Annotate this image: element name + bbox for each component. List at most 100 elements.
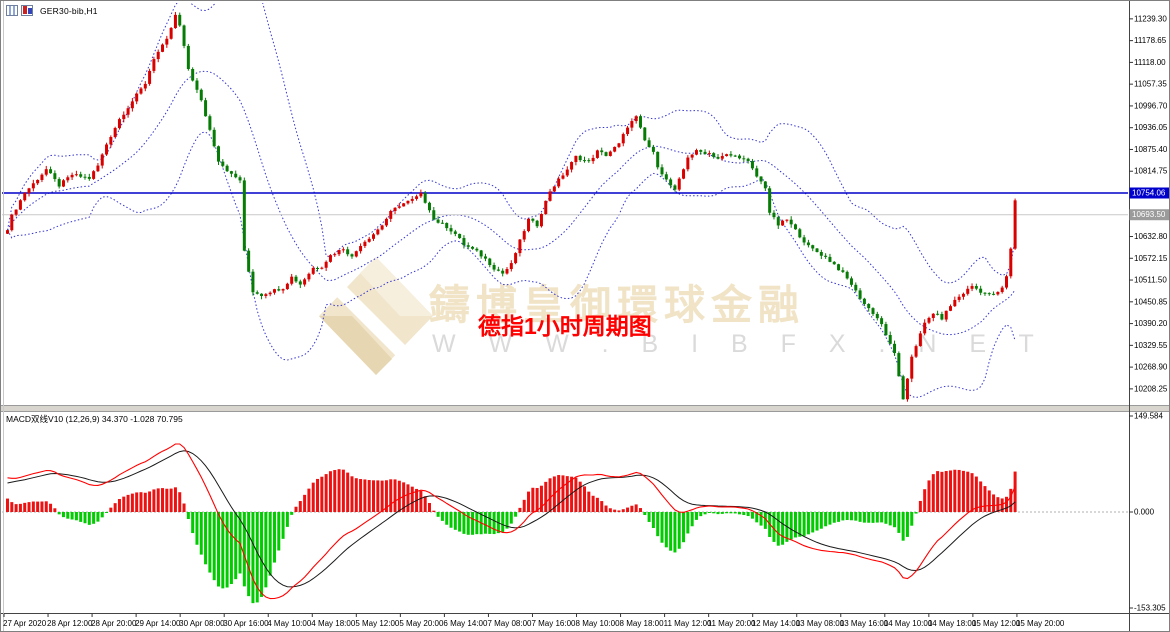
candle <box>539 214 543 227</box>
candle <box>880 318 884 325</box>
candle <box>651 146 655 152</box>
candle <box>501 270 505 274</box>
candle <box>970 286 974 289</box>
candle <box>634 116 638 122</box>
candle <box>285 283 289 290</box>
candle <box>199 89 203 101</box>
macd-panel <box>2 443 1128 604</box>
candle <box>53 173 57 180</box>
candle <box>23 193 27 201</box>
candle <box>802 237 806 243</box>
svg-text:10693.50: 10693.50 <box>1132 210 1166 219</box>
candle <box>113 128 117 138</box>
candle <box>548 191 552 201</box>
candle <box>987 293 991 295</box>
candle <box>527 218 531 232</box>
window-menu-icon[interactable] <box>6 5 18 16</box>
candle <box>914 346 918 357</box>
candle <box>918 333 922 347</box>
candle <box>290 276 294 284</box>
time-tick-label: 8 May 10:00 <box>576 619 621 628</box>
candle <box>354 251 358 257</box>
main-price-panel <box>2 3 1128 402</box>
candle <box>518 239 522 254</box>
candle <box>346 249 350 255</box>
candle <box>647 140 651 147</box>
candle <box>875 313 879 319</box>
candle <box>837 264 841 271</box>
watermark-url-text: W W W . B I B F X . N E T <box>432 330 1047 358</box>
time-tick-label: 13 May 16:00 <box>840 619 889 628</box>
candle <box>432 210 436 220</box>
bollinger-lower-band <box>7 131 1016 399</box>
candle <box>686 157 690 170</box>
candle <box>531 218 535 221</box>
candle <box>626 127 630 135</box>
candle <box>294 276 298 282</box>
candle <box>341 249 345 251</box>
candle <box>229 171 233 174</box>
price-tick-label: 10632.80 <box>1134 232 1168 241</box>
candle <box>471 246 475 249</box>
candle <box>445 222 449 229</box>
price-tick-label: 11178.65 <box>1134 36 1167 45</box>
time-tick-label: 6 May 14:00 <box>443 619 488 628</box>
candle <box>255 292 259 294</box>
candle <box>92 171 96 179</box>
candle <box>617 143 621 147</box>
candle <box>376 229 380 235</box>
candle <box>165 38 169 45</box>
candle <box>397 206 401 208</box>
price-tick-label: 10572.15 <box>1134 254 1168 263</box>
candle <box>979 288 983 293</box>
candle <box>31 183 35 189</box>
brand-diamond-icon <box>319 257 433 375</box>
candle <box>854 284 858 291</box>
candle <box>746 158 750 161</box>
candle <box>268 292 272 295</box>
candle <box>298 281 302 285</box>
candle <box>367 238 371 242</box>
candle <box>191 69 195 81</box>
candle <box>436 219 440 223</box>
macd-tick-label: -153.305 <box>1134 604 1166 613</box>
candle <box>505 269 509 274</box>
candle <box>621 134 625 144</box>
bollinger-upper-band <box>7 3 1016 284</box>
price-axis[interactable]: 11239.30 11178.65 11118.00 11057.35 10996.70… <box>1129 14 1170 393</box>
candle <box>393 207 397 212</box>
candle <box>793 224 797 230</box>
candle <box>966 288 970 294</box>
macd-dea-line <box>7 450 1016 588</box>
candle <box>949 306 953 311</box>
candle <box>682 169 686 179</box>
candle <box>888 335 892 344</box>
candle <box>957 296 961 300</box>
candle <box>311 268 315 274</box>
panel-splitter[interactable] <box>1 405 1170 412</box>
candle <box>587 160 591 162</box>
candle <box>738 155 742 159</box>
candle <box>303 279 307 285</box>
current-price-badge: 10754.06 <box>1129 187 1169 199</box>
candle <box>161 44 165 52</box>
candle <box>83 176 87 178</box>
time-tick-label: 30 Apr 08:00 <box>179 619 225 628</box>
candle <box>384 218 388 226</box>
macd-axis[interactable]: 149.584 0.000 -153.305 <box>1129 412 1166 613</box>
time-tick-label: 28 Apr 20:00 <box>91 619 137 628</box>
candle <box>707 153 711 155</box>
candlestick-chart-icon[interactable] <box>21 5 33 16</box>
price-tick-label: 10511.50 <box>1134 276 1167 285</box>
macd-histogram <box>6 469 1017 604</box>
watermark-brand-text: 鑄博皇御環球金融 <box>429 282 805 328</box>
candle <box>139 88 143 94</box>
candles-layer <box>6 11 1017 402</box>
price-tick-label: 11057.35 <box>1134 80 1167 89</box>
candle <box>458 233 462 239</box>
candle <box>772 212 776 218</box>
candle <box>716 156 720 159</box>
candle <box>492 265 496 270</box>
